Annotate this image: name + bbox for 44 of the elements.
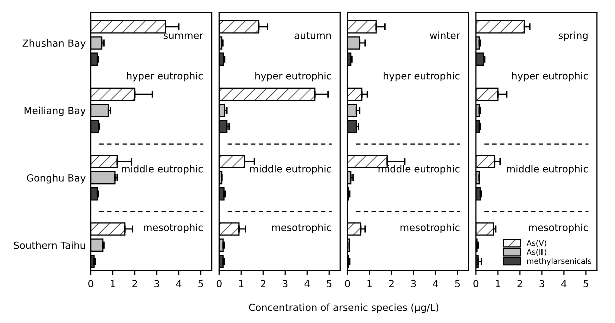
- annotation: mesotrophic: [144, 224, 203, 234]
- annotation: hyper eutrophic: [384, 72, 460, 82]
- x-tick-label: 4: [176, 280, 182, 288]
- y-tick-label: Southern Taihu: [14, 242, 86, 250]
- annotation: hyper eutrophic: [256, 72, 332, 82]
- x-tick-label: 5: [584, 280, 588, 288]
- y-tick-label: Zhushan Bay: [22, 40, 86, 49]
- x-axis-title: Concentration of arsenic species (μg/L): [249, 304, 439, 314]
- annotation: hyper eutrophic: [127, 72, 203, 82]
- x-tick-label: 3: [283, 280, 288, 288]
- y-tick-label: Gonghu Bay: [27, 174, 86, 184]
- x-tick-label: 0: [216, 280, 222, 288]
- y-tick-label: Meiliang Bay: [24, 106, 86, 116]
- x-tick-label: 1: [110, 280, 116, 288]
- x-tick-label: 1: [368, 280, 372, 288]
- x-tick-label: 5: [455, 280, 460, 288]
- annotation: spring: [558, 32, 588, 42]
- annotation: winter: [430, 32, 460, 40]
- annotation: autumn: [294, 32, 332, 40]
- x-tick-label: 0: [345, 280, 350, 288]
- x-tick-label: 5: [198, 280, 204, 288]
- x-tick-label: 3: [540, 280, 544, 288]
- x-tick-label: 2: [518, 280, 522, 288]
- x-tick-label: 0: [474, 280, 479, 288]
- x-tick-label: 2: [132, 280, 138, 288]
- x-tick-label: 3: [154, 280, 160, 288]
- annotation: hyper eutrophic: [512, 72, 588, 82]
- x-tick-label: 1: [239, 280, 244, 288]
- x-tick-label: 0: [88, 280, 94, 288]
- x-tick-label: 4: [433, 280, 438, 288]
- x-tick-label: 5: [327, 280, 332, 288]
- annotation: middle eutrophic: [507, 165, 588, 175]
- x-tick-label: 4: [304, 280, 310, 288]
- annotation: summer: [164, 34, 204, 40]
- x-tick-label: 3: [411, 280, 416, 288]
- annotation: middle eutrophic: [122, 165, 203, 175]
- x-tick-label: 2: [389, 280, 394, 288]
- x-tick-label: 4: [562, 280, 567, 288]
- annotation: mesotrophic: [400, 224, 460, 234]
- x-tick-label: 2: [261, 280, 266, 288]
- annotation: mesotrophic: [272, 224, 332, 234]
- annotation: mesotrophic: [529, 224, 588, 234]
- x-tick-label: 1: [496, 280, 500, 288]
- annotation: middle eutrophic: [250, 165, 332, 175]
